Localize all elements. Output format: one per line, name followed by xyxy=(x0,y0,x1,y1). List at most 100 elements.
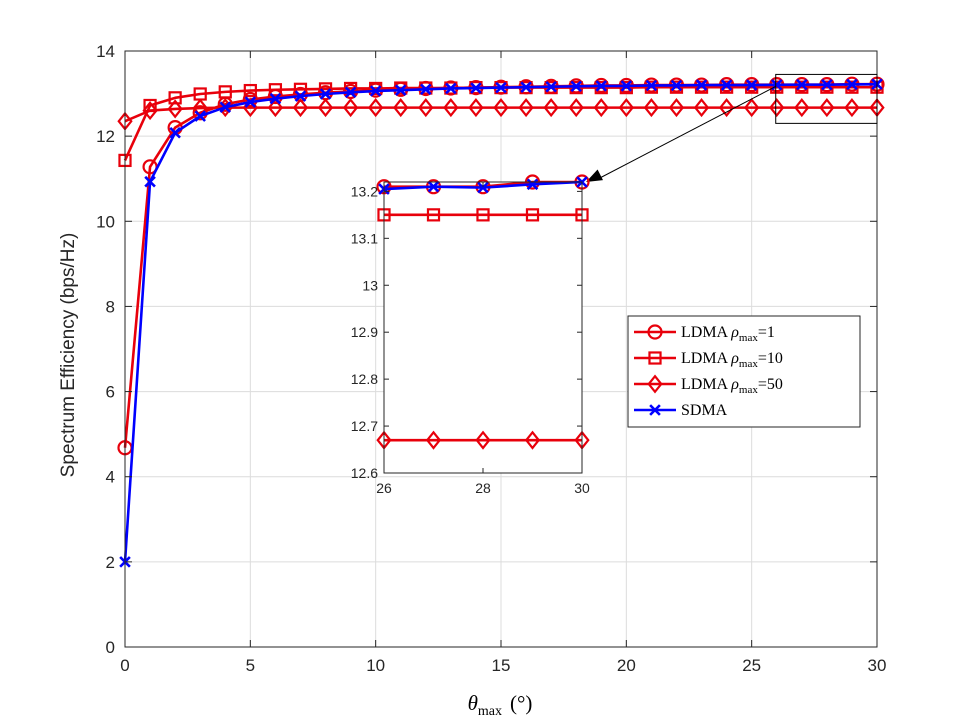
data-point-diamond xyxy=(744,98,760,118)
zoom-indicator xyxy=(586,73,878,182)
series-x xyxy=(119,78,883,568)
x-axis-label-unit: (°) xyxy=(510,691,532,715)
data-point-x xyxy=(821,78,833,91)
data-point-square xyxy=(525,208,540,222)
data-point-x xyxy=(319,88,332,100)
data-point-square xyxy=(719,80,734,94)
x-tick-label: 20 xyxy=(617,656,636,675)
data-point-x xyxy=(695,79,708,91)
data-point-x xyxy=(244,96,257,108)
inset-x-tick-label: 26 xyxy=(376,480,392,496)
legend-label-rho: ρ xyxy=(730,350,739,367)
legend-entry: LDMA ρmax=1 xyxy=(634,324,775,344)
x-tick-label: 30 xyxy=(868,656,887,675)
data-point-x xyxy=(477,181,489,194)
legend-label-prefix: LDMA xyxy=(681,350,731,367)
legend-label: LDMA ρmax=50 xyxy=(681,376,783,396)
zoom-region-box xyxy=(775,73,878,124)
data-point-diamond xyxy=(568,98,584,118)
data-point-diamond xyxy=(368,98,384,118)
y-tick-label: 6 xyxy=(106,383,115,402)
legend-label-suffix: =1 xyxy=(758,324,775,341)
data-point-diamond xyxy=(292,98,309,118)
data-point-diamond xyxy=(844,98,860,118)
data-point-square xyxy=(426,208,441,222)
legend-label-suffix: =10 xyxy=(758,350,783,367)
data-point-diamond xyxy=(668,98,685,118)
data-point-diamond xyxy=(647,374,663,394)
legend-label-rho: ρ xyxy=(730,376,739,393)
data-point-x xyxy=(595,80,608,92)
data-point-x xyxy=(649,404,661,416)
data-point-x xyxy=(846,78,858,91)
data-point-x xyxy=(620,80,633,92)
main-tick-labels: 0 5 10 15 20 25 30 0 2 4 6 8 10 12 14 xyxy=(96,42,886,675)
data-point-square xyxy=(644,80,659,94)
zoom-arrow-head xyxy=(586,169,603,182)
legend-label: SDMA xyxy=(681,402,728,419)
data-point-diamond xyxy=(518,98,534,118)
data-point-diamond xyxy=(468,98,484,118)
data-point-square xyxy=(795,80,809,94)
data-point-circle xyxy=(647,324,663,340)
data-point-diamond xyxy=(425,430,442,450)
data-point-x xyxy=(194,110,206,122)
data-point-x xyxy=(269,92,282,105)
legend-label-prefix: LDMA xyxy=(681,324,731,341)
data-point-x xyxy=(526,178,539,191)
y-tick-label: 10 xyxy=(96,212,115,231)
data-point-square xyxy=(168,91,182,105)
data-point-x xyxy=(445,82,457,95)
data-point-square xyxy=(648,351,662,365)
legend-label-prefix: LDMA xyxy=(681,376,731,393)
data-point-diamond xyxy=(267,98,284,118)
legend-label-rho: ρ xyxy=(730,324,739,341)
data-point-x xyxy=(369,85,382,97)
data-point-x xyxy=(796,78,808,91)
data-point-x xyxy=(720,79,733,91)
x-axis-label-symbol: θ xyxy=(468,691,478,715)
x-tick-label: 25 xyxy=(742,656,761,675)
y-tick-label: 0 xyxy=(106,638,115,657)
data-point-square xyxy=(594,80,608,95)
data-point-diamond xyxy=(693,98,710,118)
data-point-square xyxy=(243,83,257,98)
data-point-diamond xyxy=(317,98,334,118)
data-point-square xyxy=(845,80,859,94)
data-point-x xyxy=(144,175,156,188)
series-diamond xyxy=(117,98,885,131)
data-point-diamond xyxy=(794,98,810,118)
data-point-diamond xyxy=(718,98,735,118)
main-axes-frame xyxy=(124,50,878,648)
data-point-square xyxy=(820,80,834,94)
data-point-diamond xyxy=(618,98,634,118)
data-point-x xyxy=(427,180,440,193)
data-point-diamond xyxy=(342,98,359,118)
inset-y-tick-label: 12.7 xyxy=(351,418,378,434)
inset-y-tick-label: 12.8 xyxy=(351,371,378,387)
inset-series-x xyxy=(378,176,588,195)
data-point-square xyxy=(369,81,383,96)
data-point-x xyxy=(344,86,357,99)
data-point-diamond xyxy=(393,98,409,118)
legend-label-subscript: max xyxy=(739,332,758,344)
data-point-diamond xyxy=(819,98,835,118)
data-point-diamond xyxy=(593,98,609,118)
inset-y-tick-label: 13.1 xyxy=(351,230,378,246)
data-point-x xyxy=(570,80,582,93)
legend-label-subscript: max xyxy=(739,358,758,370)
data-point-x xyxy=(420,83,432,96)
data-point-diamond xyxy=(643,98,660,118)
data-point-square xyxy=(476,208,490,222)
data-point-diamond xyxy=(493,98,509,118)
inset-x-tick-label: 30 xyxy=(574,480,590,496)
data-point-square xyxy=(745,80,759,94)
data-point-x xyxy=(520,81,532,93)
data-point-square xyxy=(694,80,709,94)
data-point-x xyxy=(470,82,482,94)
data-point-diamond xyxy=(418,98,434,118)
x-tick-label: 15 xyxy=(492,656,511,675)
inset-y-tick-label: 12.9 xyxy=(351,324,378,340)
y-tick-label: 12 xyxy=(96,127,115,146)
